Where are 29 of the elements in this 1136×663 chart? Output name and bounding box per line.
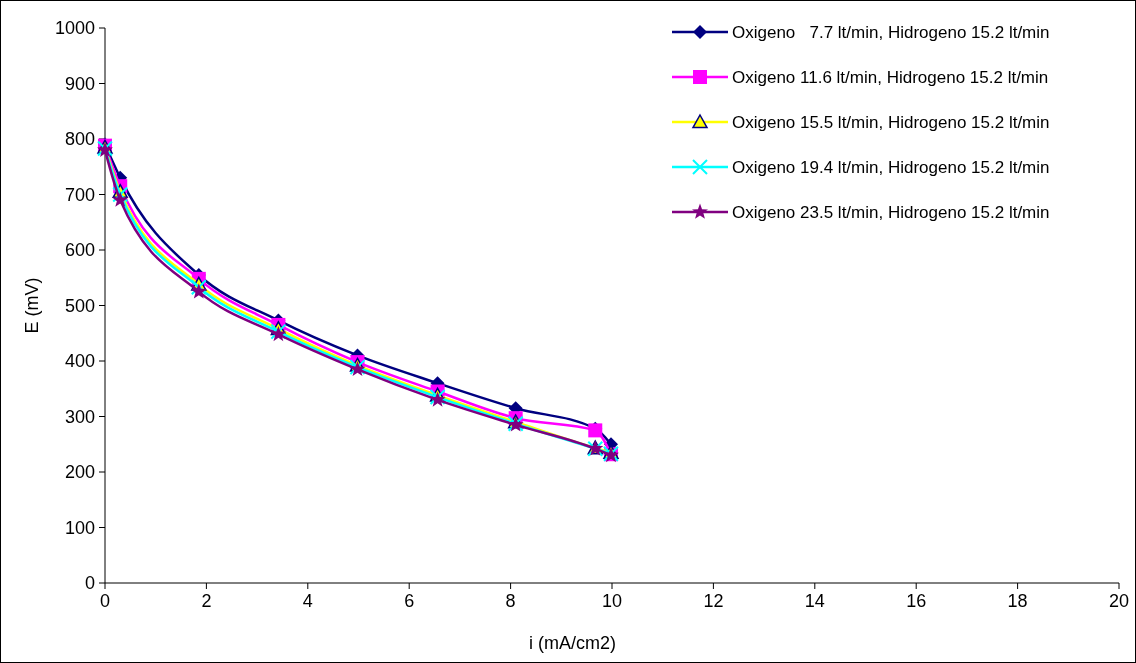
- legend-label: Oxigeno 23.5 lt/min, Hidrogeno 15.2 lt/min: [732, 202, 1050, 222]
- legend-label: Oxigeno 7.7 lt/min, Hidrogeno 15.2 lt/min: [732, 22, 1050, 42]
- y-tick-label: 700: [64, 184, 95, 205]
- y-tick-label: 1000: [54, 18, 95, 39]
- x-tick-label: 10: [601, 591, 623, 611]
- x-tick-label: 12: [703, 591, 724, 611]
- x-tick-label: 20: [1108, 591, 1130, 611]
- y-tick-label: 900: [64, 73, 95, 94]
- x-tick-label: 0: [99, 591, 111, 611]
- y-tick-label: 600: [64, 240, 95, 261]
- x-axis-title: i (mA/cm2): [529, 633, 616, 653]
- x-tick-label: 16: [906, 591, 927, 611]
- y-tick-label: 800: [64, 129, 95, 150]
- y-tick-label: 500: [64, 295, 95, 316]
- x-tick-label: 8: [505, 591, 516, 611]
- legend-label: Oxigeno 19.4 lt/min, Hidrogeno 15.2 lt/min: [732, 157, 1050, 177]
- x-tick-label: 6: [404, 591, 415, 611]
- x-tick-label: 4: [302, 591, 313, 611]
- x-tick-label: 18: [1007, 591, 1028, 611]
- legend-label: Oxigeno 15.5 lt/min, Hidrogeno 15.2 lt/min: [732, 112, 1050, 132]
- legend-label: Oxigeno 11.6 lt/min, Hidrogeno 15.2 lt/min: [732, 67, 1049, 87]
- x-tick-label: 14: [804, 591, 825, 611]
- y-tick-label: 300: [64, 406, 95, 427]
- y-tick-label: 400: [64, 351, 95, 372]
- y-tick-label: 100: [64, 517, 95, 538]
- y-axis-title: E (mV): [22, 277, 42, 334]
- y-tick-label: 200: [64, 462, 95, 483]
- x-tick-label: 2: [201, 591, 212, 611]
- y-tick-label: 0: [84, 573, 95, 594]
